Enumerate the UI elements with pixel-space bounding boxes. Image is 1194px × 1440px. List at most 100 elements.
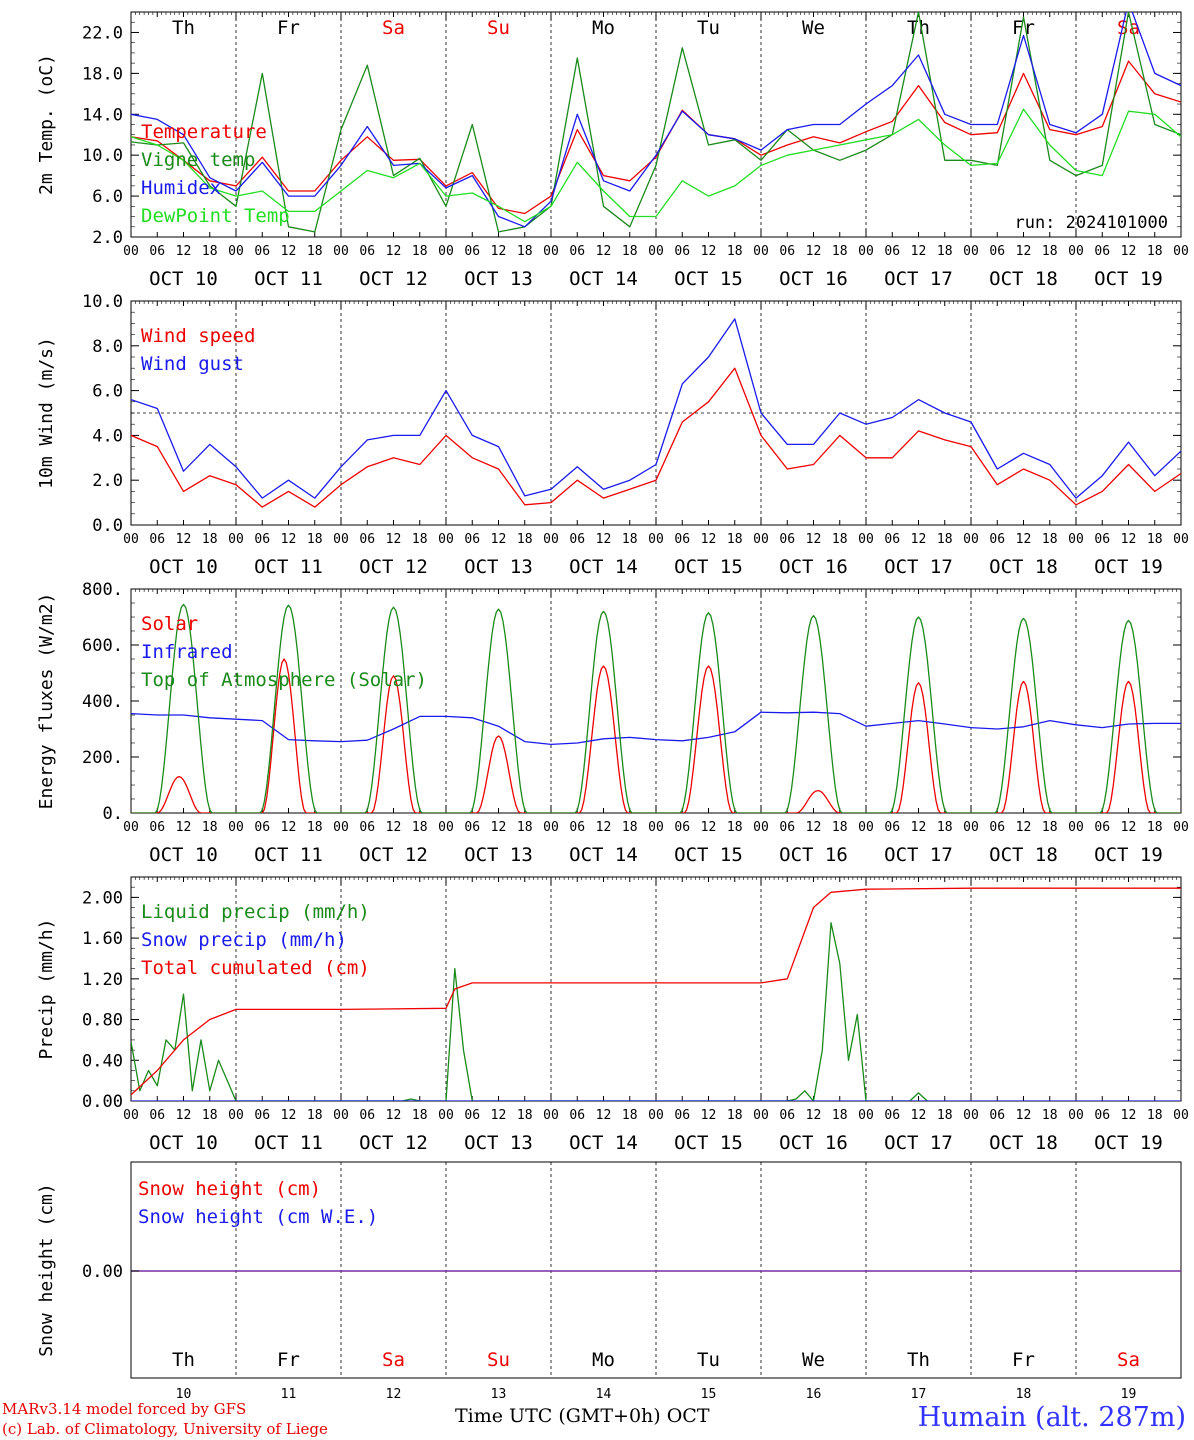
y-axis-label: Snow height (cm) (36, 1183, 57, 1356)
y-tick-label: 0.00 (82, 1262, 123, 1282)
hour-label: 00 (123, 1108, 139, 1123)
hour-label: 18 (1042, 820, 1058, 835)
copyright-credit: (c) Lab. of Climatology, University of L… (2, 1420, 328, 1438)
hour-label: 00 (963, 820, 979, 835)
date-label: OCT 19 (1094, 1132, 1163, 1154)
series-line-3-1 (131, 658, 1181, 813)
hour-label: 00 (963, 244, 979, 259)
date-label: OCT 11 (254, 268, 323, 290)
hour-label: 06 (884, 244, 900, 259)
hour-label: 12 (386, 532, 402, 547)
hour-label: 18 (832, 820, 848, 835)
weekday-label-top: Th (172, 17, 195, 39)
hour-label: 00 (228, 1108, 244, 1123)
date-label: OCT 13 (464, 268, 533, 290)
hour-label: 06 (779, 244, 795, 259)
date-label: OCT 15 (674, 268, 743, 290)
hour-label: 18 (1147, 532, 1163, 547)
hour-label: 12 (1016, 820, 1032, 835)
series-line-4-1 (131, 922, 928, 1101)
hour-label: 00 (753, 244, 769, 259)
date-label: OCT 18 (989, 556, 1058, 578)
legend-entry: Temperature (141, 121, 267, 143)
panel-4: 00 06 12 18 00 06 12 18 00 06 12 18 00 06 12 18 00 06 12 18… (36, 876, 1189, 1154)
hour-label: 18 (1042, 1108, 1058, 1123)
series-line-1-2 (131, 12, 1181, 233)
hour-label: 00 (858, 820, 874, 835)
hour-label: 06 (1094, 532, 1110, 547)
panel-3-data (131, 603, 1181, 813)
date-label: OCT 15 (674, 556, 743, 578)
hour-label: 00 (753, 532, 769, 547)
hour-label: 18 (202, 532, 218, 547)
y-tick-label: 1.60 (82, 929, 123, 949)
hour-label: 06 (254, 820, 270, 835)
hour-label: 00 (963, 1108, 979, 1123)
weekday-label-bottom: Sa (382, 1349, 405, 1371)
hour-label: 00 (123, 820, 139, 835)
hour-label: 00 (753, 820, 769, 835)
hour-label: 00 (1068, 532, 1084, 547)
day-number-label: 17 (911, 1387, 927, 1400)
hour-label: 12 (596, 1108, 612, 1123)
model-credit: MARv3.14 model forced by GFS (2, 1400, 247, 1418)
date-label: OCT 16 (779, 844, 848, 866)
date-label: OCT 12 (359, 268, 428, 290)
hour-label: 00 (228, 820, 244, 835)
date-label: OCT 10 (149, 556, 218, 578)
hour-label: 12 (596, 244, 612, 259)
hour-label: 00 (438, 1108, 454, 1123)
y-tick-label: 0.00 (82, 1092, 123, 1112)
hour-label: 00 (333, 1108, 349, 1123)
hour-label: 18 (202, 820, 218, 835)
y-tick-label: 10.0 (82, 292, 123, 312)
hour-label: 06 (464, 532, 480, 547)
weekday-label-top: Sa (1117, 17, 1140, 39)
hour-label: 06 (464, 1108, 480, 1123)
hour-label: 18 (1147, 244, 1163, 259)
legend-entry: Snow precip (mm/h) (141, 929, 347, 951)
y-tick-label: 2.0 (92, 471, 123, 491)
y-axis-label: Energy fluxes (W/m2) (36, 593, 57, 810)
run-annotation: run: 2024101000 (1014, 213, 1168, 233)
date-label: OCT 11 (254, 1132, 323, 1154)
hour-label: 18 (937, 1108, 953, 1123)
weekday-label-bottom: Su (487, 1349, 510, 1371)
date-label: OCT 16 (779, 268, 848, 290)
hour-label: 06 (1094, 244, 1110, 259)
panel-1-data (131, 12, 1181, 233)
y-tick-label: 800. (82, 580, 123, 600)
hour-label: 18 (727, 244, 743, 259)
hour-label: 18 (1042, 244, 1058, 259)
hour-label: 12 (281, 1108, 297, 1123)
hour-label: 06 (149, 532, 165, 547)
meteogram-svg: 00 06 12 18 00 06 12 18 00 06 12 18 00 06 12 18 00 06 12 18… (36, 11, 1189, 1402)
hour-label: 00 (543, 820, 559, 835)
legend-entry: Wind gust (141, 353, 244, 375)
hour-label: 06 (569, 532, 585, 547)
hour-label: 18 (727, 1108, 743, 1123)
weekday-label-bottom: Fr (277, 1349, 300, 1371)
hour-label: 18 (832, 244, 848, 259)
hour-label: 12 (176, 244, 192, 259)
hour-label: 06 (464, 820, 480, 835)
hour-label: 00 (543, 1108, 559, 1123)
hour-label: 06 (359, 532, 375, 547)
hour-label: 12 (806, 820, 822, 835)
weekday-label-bottom: Mo (592, 1349, 615, 1371)
hour-label: 18 (1042, 532, 1058, 547)
hour-label: 00 (858, 244, 874, 259)
hour-label: 06 (674, 244, 690, 259)
weekday-label-top: Tu (697, 17, 720, 39)
hour-label: 00 (753, 1108, 769, 1123)
y-tick-label: 0.80 (82, 1011, 123, 1031)
date-label: OCT 13 (464, 1132, 533, 1154)
hour-label: 00 (648, 820, 664, 835)
hour-label: 06 (989, 1108, 1005, 1123)
station-title: Humain (alt. 287m) (917, 1402, 1186, 1433)
hour-label: 18 (412, 244, 428, 259)
hour-label: 00 (123, 532, 139, 547)
hour-label: 18 (307, 244, 323, 259)
hour-label: 18 (307, 820, 323, 835)
hour-label: 18 (727, 820, 743, 835)
